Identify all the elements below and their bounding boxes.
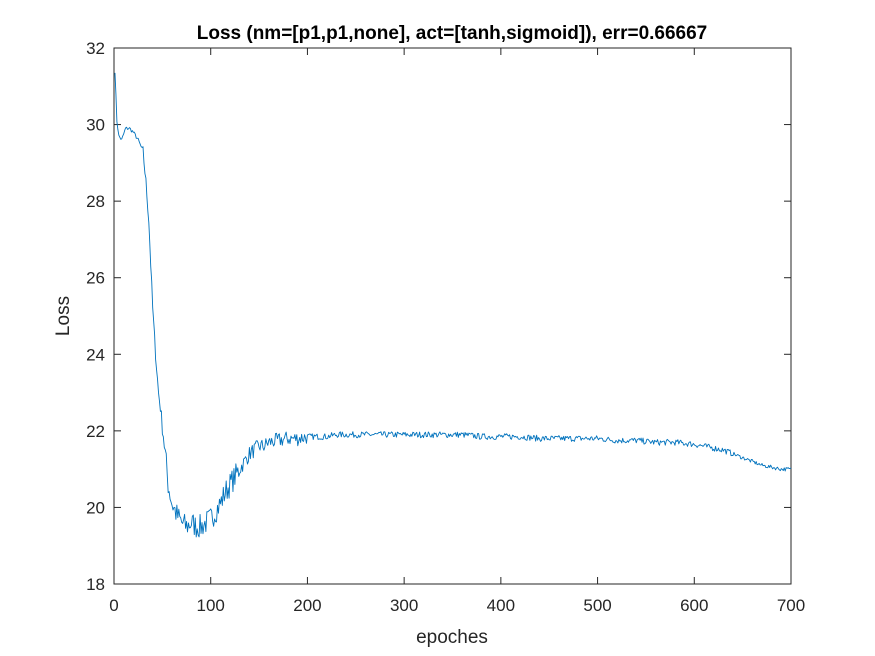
x-axis-label: epoches <box>416 627 488 648</box>
y-tick-label: 32 <box>86 39 105 58</box>
x-tick-label: 400 <box>487 596 515 615</box>
y-tick-label: 28 <box>86 192 105 211</box>
plot-area <box>114 72 792 538</box>
x-tick-label: 700 <box>777 596 805 615</box>
y-tick-label: 26 <box>86 269 105 288</box>
y-tick-label: 22 <box>86 422 105 441</box>
axes: 0 100 200 300 400 500 600 700 18 20 22 24 26 28 30 32 <box>86 39 805 615</box>
y-tick-label: 18 <box>86 575 105 594</box>
x-tick-label: 300 <box>390 596 418 615</box>
y-axis-label: Loss <box>53 296 74 336</box>
x-tick-label: 200 <box>293 596 321 615</box>
y-tick-label: 20 <box>86 498 105 517</box>
x-tick-label: 500 <box>583 596 611 615</box>
loss-series-line <box>114 72 792 538</box>
x-tick-label: 100 <box>197 596 225 615</box>
x-tick-label: 600 <box>680 596 708 615</box>
y-tick-label: 30 <box>86 116 105 135</box>
y-tick-label: 24 <box>86 345 105 364</box>
chart-title: Loss (nm=[p1,p1,none], act=[tanh,sigmoid… <box>197 23 708 44</box>
x-tick-label: 0 <box>109 596 118 615</box>
axes-box <box>113 47 792 585</box>
